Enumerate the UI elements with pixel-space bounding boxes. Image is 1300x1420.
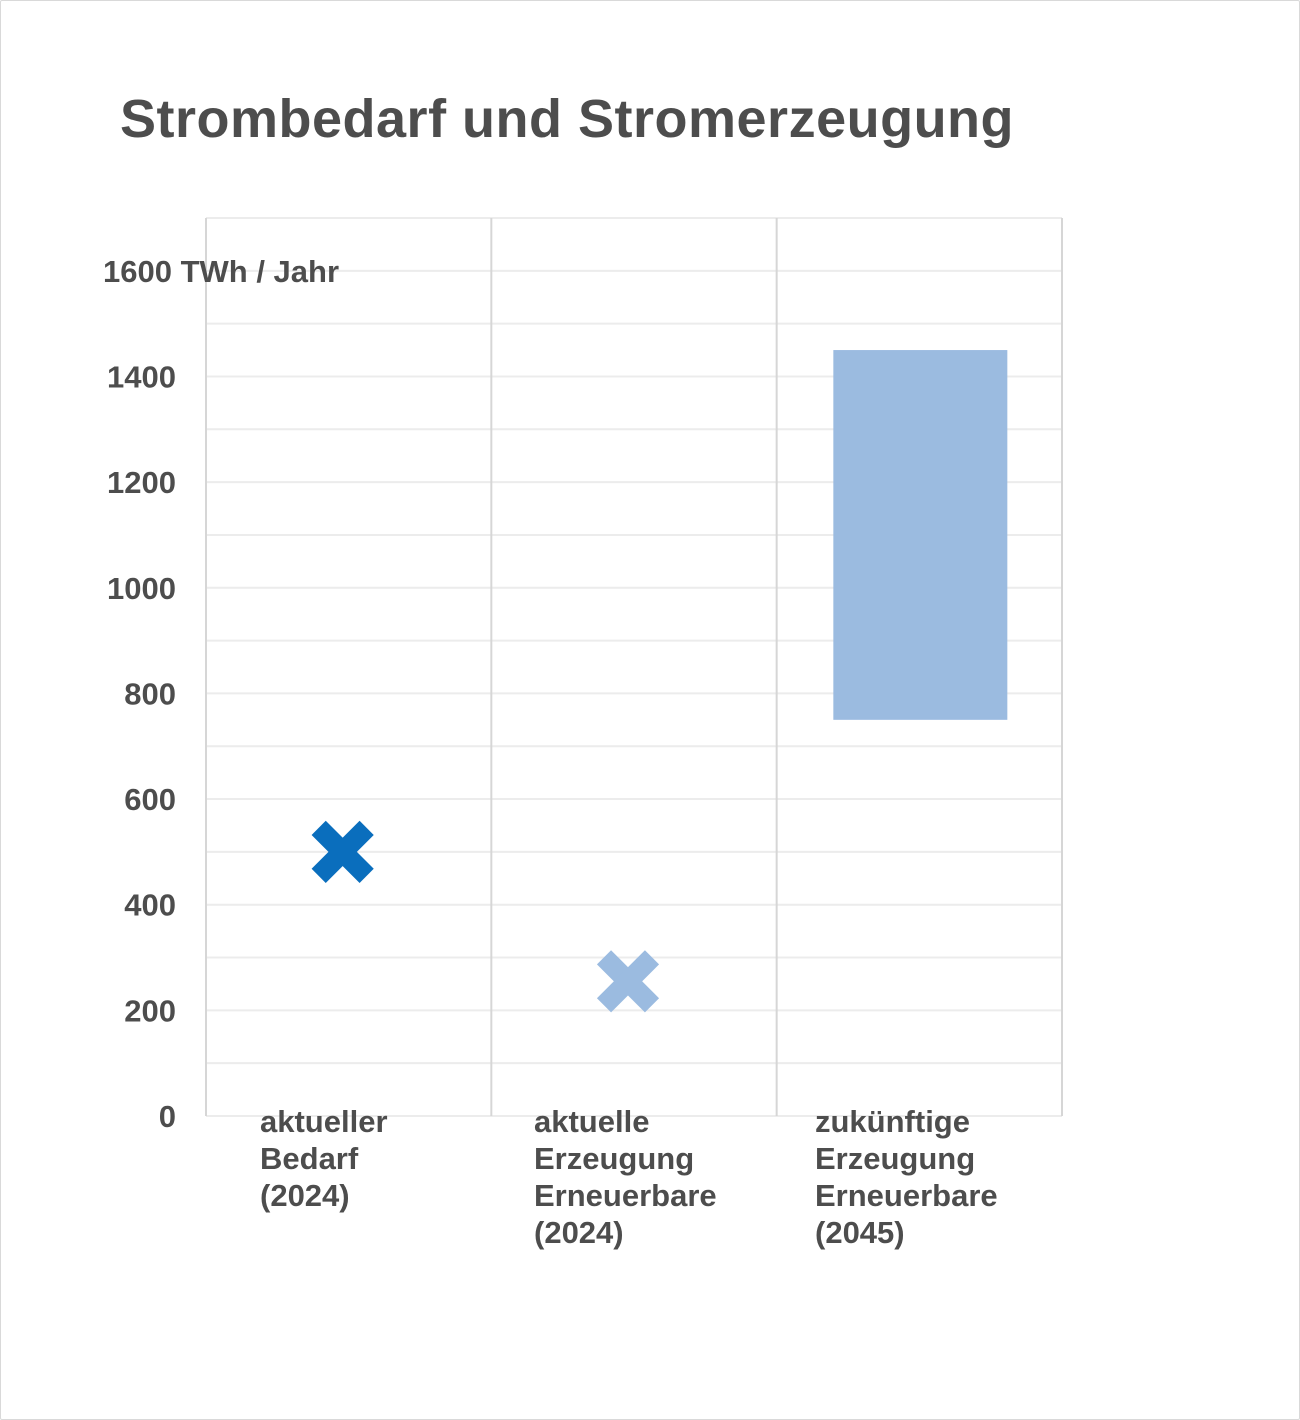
y-tick-label: 0 bbox=[159, 1099, 176, 1134]
y-tick-label: 600 bbox=[124, 782, 176, 817]
category-label: Bedarf bbox=[260, 1141, 359, 1176]
category-label: (2045) bbox=[815, 1215, 905, 1250]
category-label: aktuelle bbox=[534, 1104, 649, 1139]
y-tick-label: 200 bbox=[124, 993, 176, 1028]
x-marker-stroke bbox=[311, 820, 374, 883]
category-label: (2024) bbox=[260, 1178, 350, 1213]
category-label: zukünftige bbox=[815, 1104, 970, 1139]
category-label: (2024) bbox=[534, 1215, 624, 1250]
chart-title: Strombedarf und Stromerzeugung bbox=[120, 89, 1015, 149]
category-label: Erzeugung bbox=[815, 1141, 975, 1176]
y-tick-label: 400 bbox=[124, 888, 176, 923]
range-bar bbox=[833, 350, 1008, 720]
y-tick-label: 1600 TWh / Jahr bbox=[103, 254, 339, 289]
x-marker bbox=[596, 950, 660, 1013]
x-marker bbox=[311, 820, 374, 883]
category-label: aktueller bbox=[260, 1104, 388, 1139]
y-tick-label: 1400 bbox=[107, 359, 176, 394]
x-marker-stroke bbox=[596, 950, 660, 1013]
category-label: Erzeugung bbox=[534, 1141, 694, 1176]
y-tick-label: 1000 bbox=[107, 571, 176, 606]
category-label: Erneuerbare bbox=[534, 1178, 717, 1213]
y-tick-label: 1200 bbox=[107, 465, 176, 500]
category-label: Erneuerbare bbox=[815, 1178, 998, 1213]
y-tick-label: 800 bbox=[124, 676, 176, 711]
